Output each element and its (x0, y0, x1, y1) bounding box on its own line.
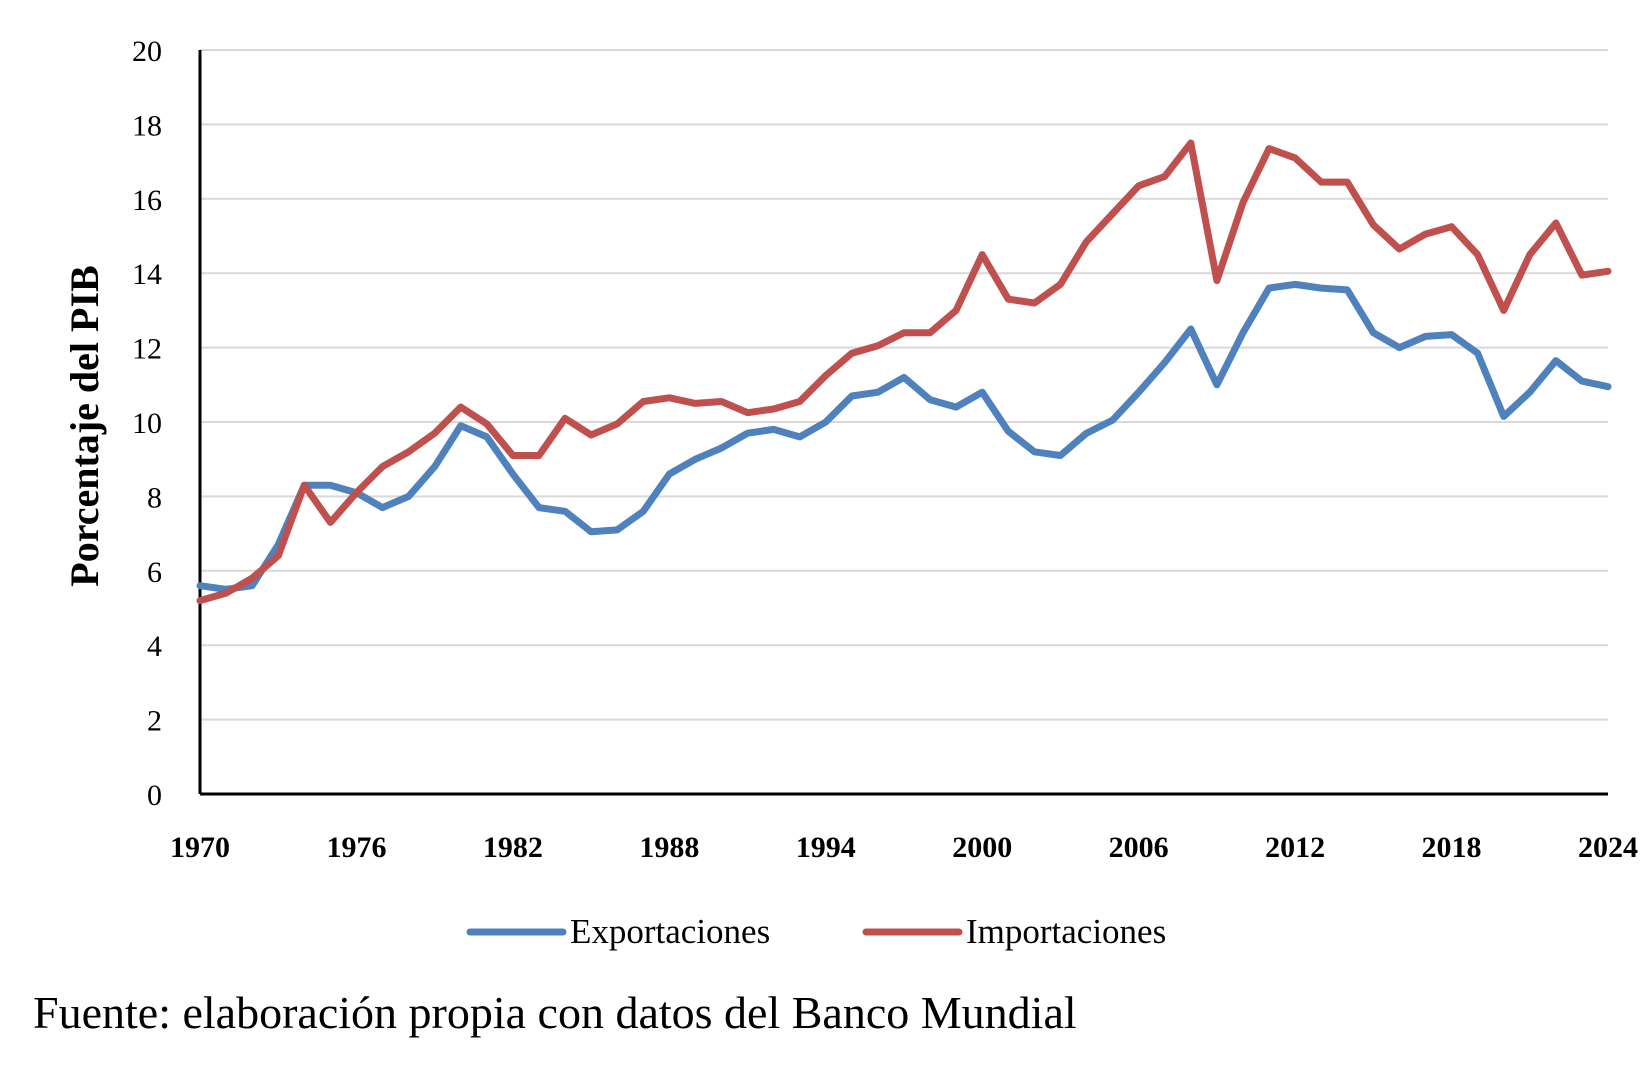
y-tick-label: 4 (147, 630, 162, 663)
x-tick-label: 1982 (483, 831, 543, 864)
series-line-exportaciones (196, 280, 1612, 593)
y-tick-label: 2 (147, 705, 162, 738)
y-tick-label: 18 (132, 109, 162, 142)
x-tick-label: 2000 (952, 831, 1012, 864)
y-tick-label: 14 (132, 258, 162, 291)
legend-label: Exportaciones (570, 912, 770, 951)
x-tick-label: 1970 (170, 831, 230, 864)
x-tick-labels: 1970 1976 1982 1988 1994 2000 2006 2012 2018 2024 (170, 831, 1638, 864)
y-axis-label: Porcentaje del PIB (62, 265, 107, 586)
x-tick-label: 2024 (1578, 831, 1638, 864)
y-tick-label: 20 (132, 35, 162, 68)
x-tick-label: 2006 (1109, 831, 1169, 864)
series-line-importaciones (196, 139, 1612, 605)
legend-item-exportaciones: Exportaciones (466, 912, 770, 951)
x-tick-label: 1988 (639, 831, 699, 864)
y-tick-label: 10 (132, 407, 162, 440)
y-tick-label: 8 (147, 481, 162, 514)
source-note: Fuente: elaboración propia con datos del… (33, 987, 1077, 1038)
gridlines (200, 49, 1608, 721)
x-tick-label: 1976 (326, 831, 386, 864)
line-chart: 0 2 4 6 8 10 12 14 16 18 20 1970 1976 1982 1988 1994 20… (62, 35, 1638, 951)
legend-label: Importaciones (966, 912, 1166, 951)
y-tick-labels: 0 2 4 6 8 10 12 14 16 18 20 (132, 35, 162, 812)
y-tick-label: 12 (132, 333, 162, 366)
axes (198, 50, 1608, 796)
x-tick-label: 2018 (1422, 831, 1482, 864)
x-tick-label: 1994 (796, 831, 856, 864)
y-tick-label: 0 (147, 779, 162, 812)
series-lines (196, 139, 1612, 605)
x-tick-label: 2012 (1265, 831, 1325, 864)
y-tick-label: 6 (147, 556, 162, 589)
legend-item-importaciones: Importaciones (862, 912, 1166, 951)
y-tick-label: 16 (132, 184, 162, 217)
legend: Exportaciones Importaciones (466, 912, 1166, 951)
